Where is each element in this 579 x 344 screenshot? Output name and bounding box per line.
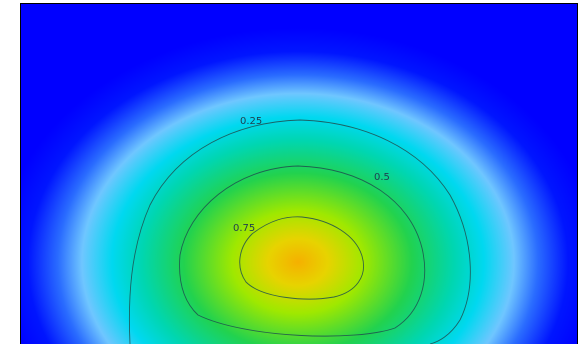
contour-line-0.5 [179,165,426,337]
contour-line-0.75 [239,216,364,300]
contour-label-0.5: 0.5 [374,172,390,183]
contour-label-0.75: 0.75 [233,223,255,234]
heatmap-field [21,4,577,344]
contour-line-0.25 [128,119,471,344]
contour-label-0.25: 0.25 [240,116,262,127]
